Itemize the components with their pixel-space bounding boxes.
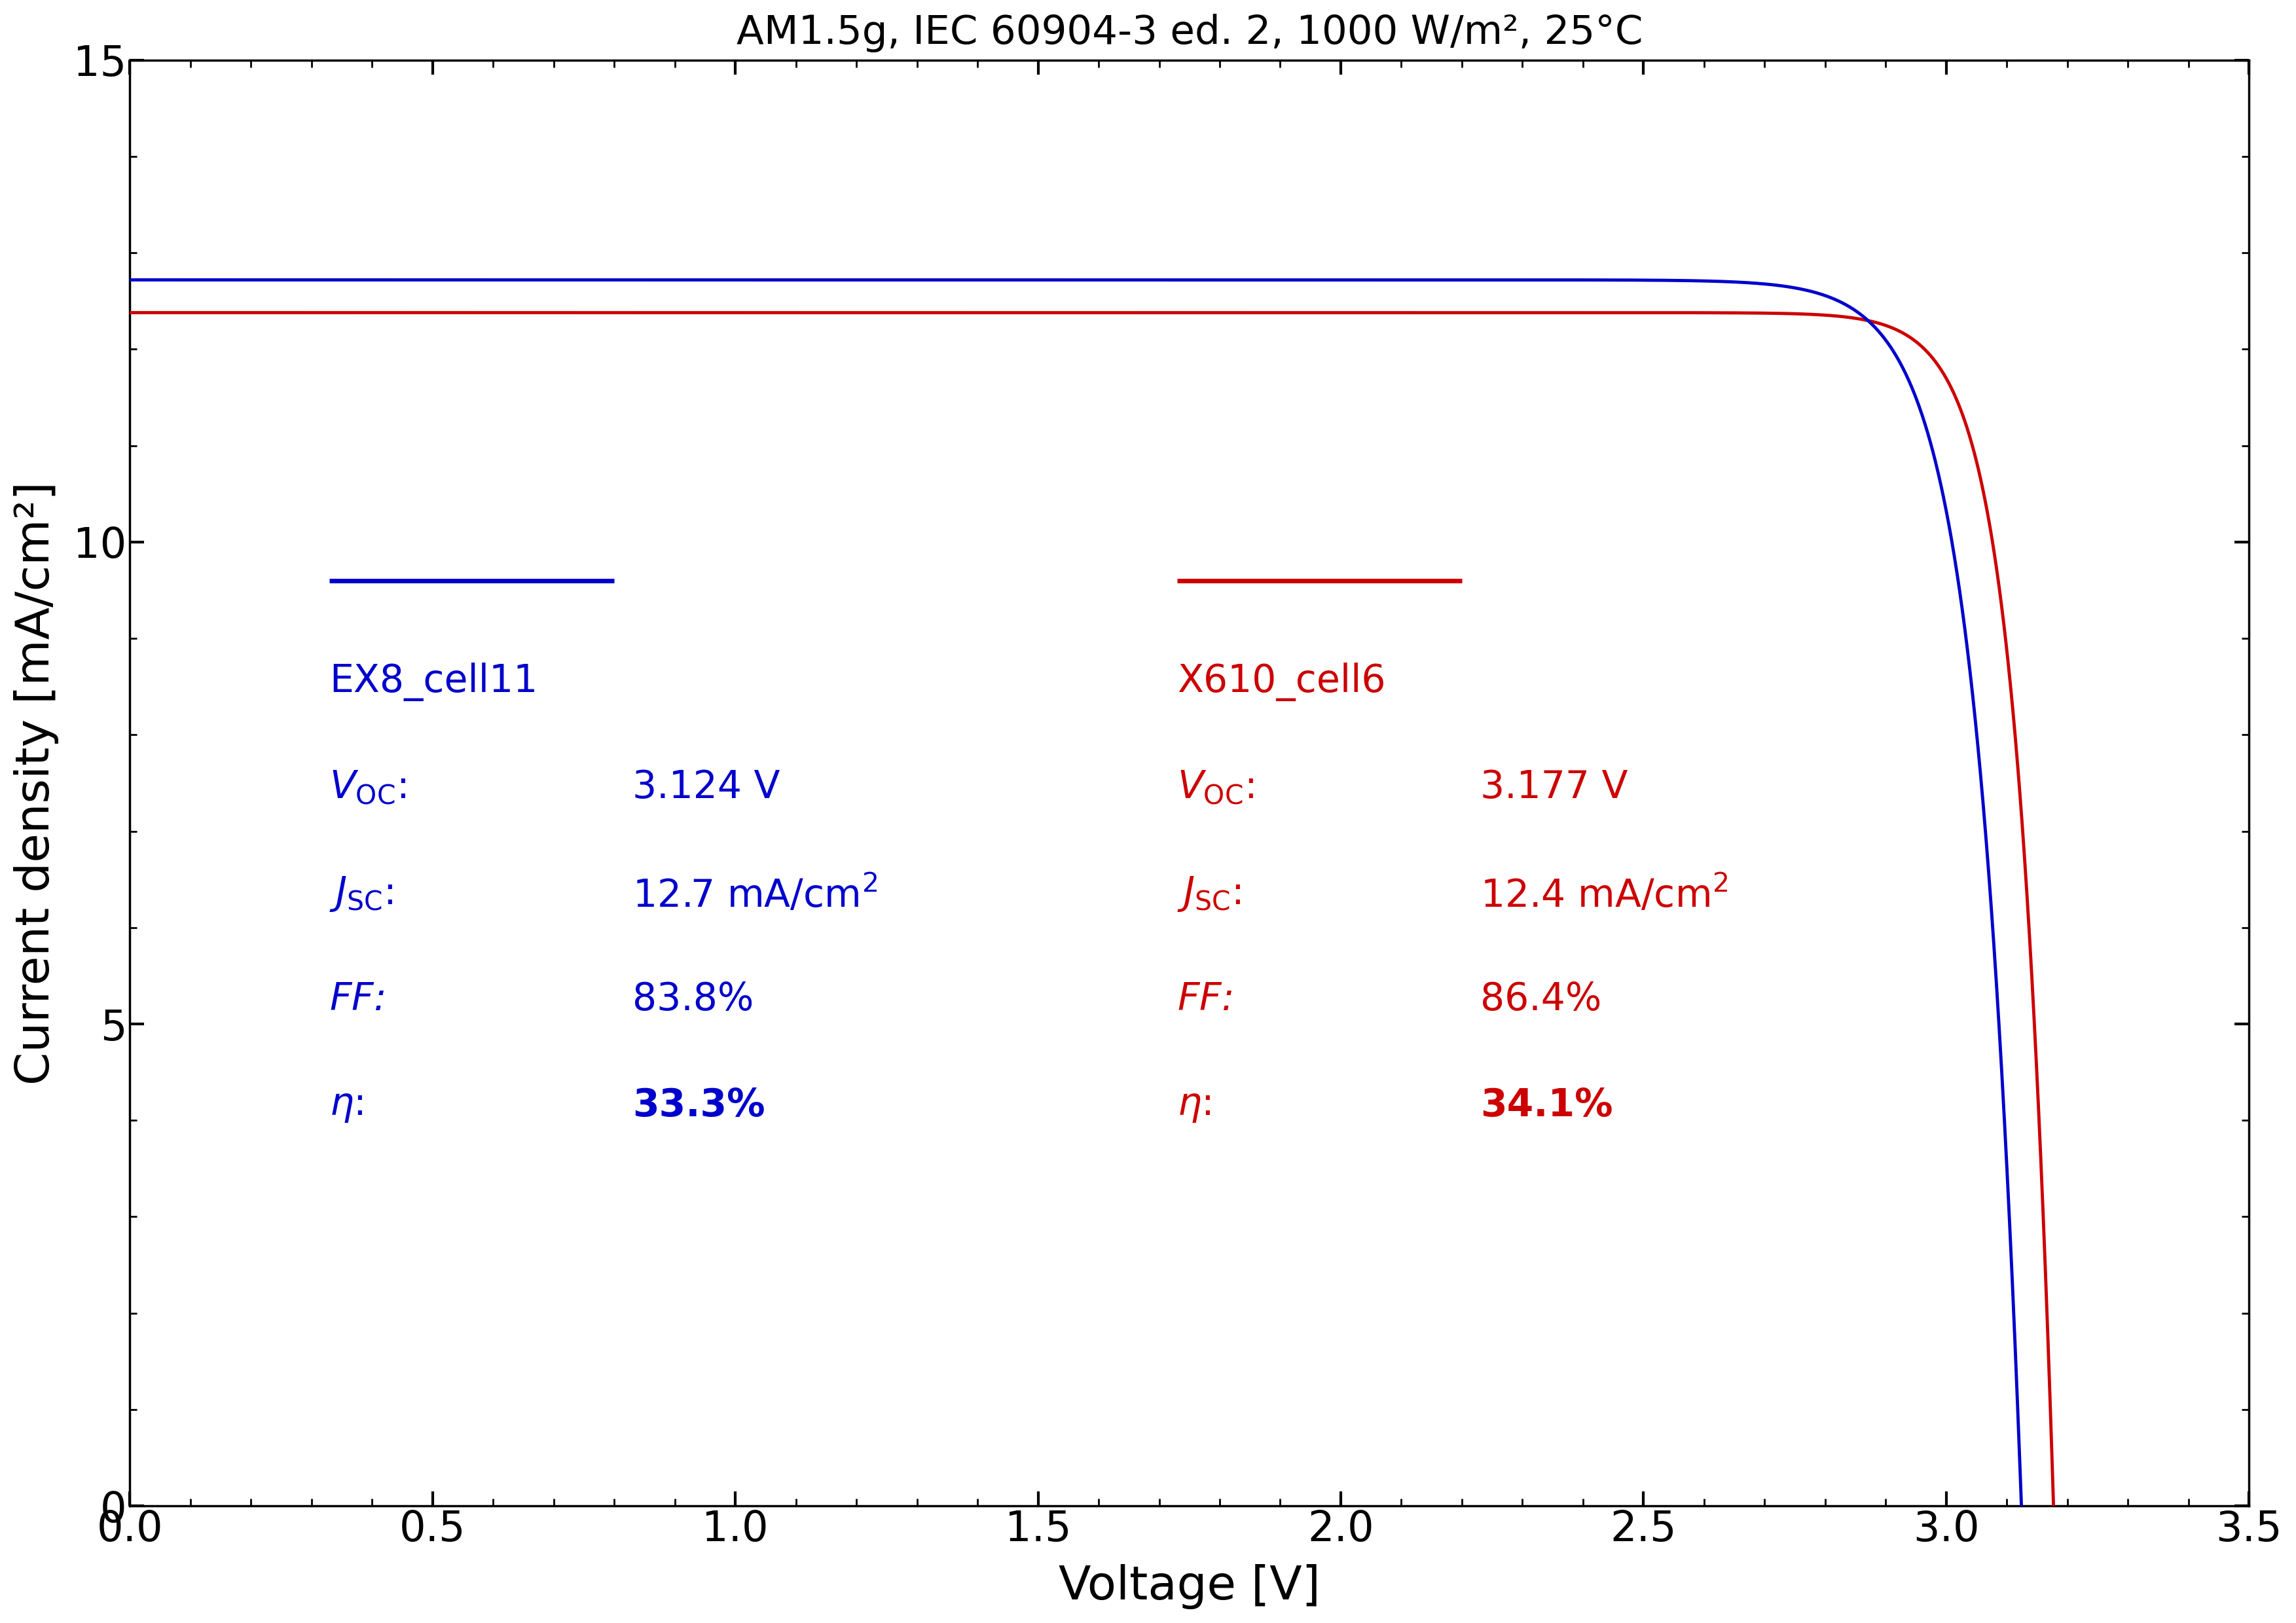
- X-axis label: Voltage [V]: Voltage [V]: [1058, 1565, 1320, 1610]
- Text: $FF$:: $FF$:: [331, 980, 386, 1018]
- Text: EX8_cell11: EX8_cell11: [331, 662, 537, 701]
- Text: $V_\mathrm{OC}$:: $V_\mathrm{OC}$:: [1178, 769, 1254, 807]
- Text: $\eta$:: $\eta$:: [331, 1087, 363, 1123]
- Text: 3.124 V: 3.124 V: [631, 769, 781, 807]
- Text: 83.8%: 83.8%: [631, 980, 753, 1018]
- Text: 34.1%: 34.1%: [1481, 1087, 1612, 1123]
- Text: 3.177 V: 3.177 V: [1481, 769, 1628, 807]
- Text: $J_\mathrm{SC}$:: $J_\mathrm{SC}$:: [331, 875, 393, 914]
- Text: 12.4 mA/cm$^2$: 12.4 mA/cm$^2$: [1481, 875, 1729, 915]
- Y-axis label: Current density [mA/cm²]: Current density [mA/cm²]: [14, 480, 60, 1084]
- Text: 33.3%: 33.3%: [631, 1087, 765, 1123]
- Text: $V_\mathrm{OC}$:: $V_\mathrm{OC}$:: [331, 769, 406, 807]
- Text: $\eta$:: $\eta$:: [1178, 1087, 1212, 1123]
- Text: $J_\mathrm{SC}$:: $J_\mathrm{SC}$:: [1178, 875, 1242, 914]
- Text: $FF$:: $FF$:: [1178, 980, 1233, 1018]
- Text: X610_cell6: X610_cell6: [1178, 662, 1387, 701]
- Text: 86.4%: 86.4%: [1481, 980, 1600, 1018]
- Title: AM1.5g, IEC 60904-3 ed. 2, 1000 W/m², 25°C: AM1.5g, IEC 60904-3 ed. 2, 1000 W/m², 25…: [737, 13, 1642, 52]
- Text: 12.7 mA/cm$^2$: 12.7 mA/cm$^2$: [631, 875, 877, 915]
